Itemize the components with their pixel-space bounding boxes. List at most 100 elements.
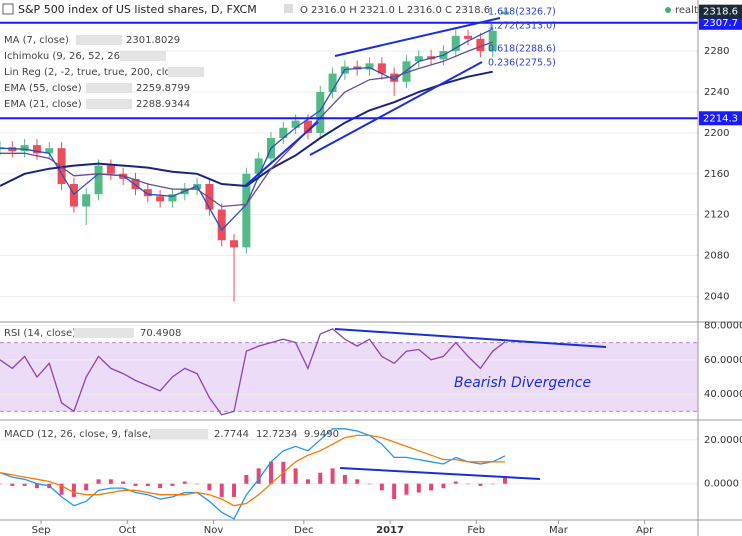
histogram-bar [293, 468, 298, 484]
histogram-bar [71, 483, 76, 497]
candle-body [451, 35, 460, 52]
y-tick-label: 80.0000 [704, 320, 742, 331]
fib-label: 1.618(2326.7) [488, 7, 556, 18]
y-tick-label: 60.0000 [704, 355, 742, 366]
macd-legend: MACD (12, 26, close, 9, false, true) 2.7… [4, 429, 339, 440]
candle-body [94, 165, 103, 195]
legend-label: EMA (55, close) [4, 83, 82, 94]
rsi-legend: RSI (14, close) 70.4908 Bearish Divergen… [4, 328, 591, 391]
price-legend: S&P 500 index of US listed shares, D, FX… [2, 3, 717, 110]
trend-line [339, 467, 541, 480]
histogram-bar [256, 468, 261, 484]
candle-body [143, 189, 152, 197]
candle-body [476, 38, 485, 52]
legend-value: 2.7744 [214, 429, 249, 440]
histogram-bar [0, 483, 2, 485]
y-tick-label: 2240 [704, 87, 729, 98]
histogram-bar [392, 483, 397, 500]
candle-body [254, 158, 263, 174]
histogram-bar [416, 483, 421, 493]
candle-body [106, 165, 115, 174]
y-tick-label: 40.0000 [704, 389, 742, 400]
y-tick-label: 2280 [704, 46, 729, 57]
candle-body [328, 73, 337, 92]
y-tick-label: 2040 [704, 291, 729, 302]
histogram-bar [268, 461, 273, 484]
y-tick-label: 0.0000 [704, 479, 739, 490]
last-price-label: 2318.6 [703, 7, 738, 18]
histogram-bar [34, 483, 39, 489]
candle-body [402, 61, 411, 82]
y-tick-label: 2120 [704, 210, 729, 221]
candle-body [156, 196, 165, 202]
candle-body [279, 127, 288, 138]
histogram-bar [330, 468, 335, 484]
candle-body [20, 145, 29, 152]
histogram-bar [96, 479, 101, 484]
candle-body [365, 63, 374, 70]
x-tick-label: Feb [467, 525, 485, 536]
band-fill [0, 342, 698, 412]
y-tick-label: 2200 [704, 128, 729, 139]
legend-label: Ichimoku (9, 26, 52, 26) [4, 51, 124, 62]
candle-body [32, 145, 41, 154]
histogram-bar [170, 483, 175, 486]
last-price-box [699, 4, 742, 19]
histogram-bar [355, 479, 360, 484]
candle-body [82, 194, 91, 207]
legend-value: 70.4908 [140, 328, 181, 339]
candle-body [205, 184, 214, 210]
candle-body [131, 178, 140, 190]
legend-label: MACD (12, 26, close, 9, false, true) [4, 429, 179, 440]
candle-body [45, 148, 54, 154]
legend-value: 12.7234 [256, 429, 297, 440]
candle-body [291, 120, 300, 128]
x-tick-label: Nov [204, 525, 224, 536]
candle-body [316, 92, 325, 133]
candle-body [168, 194, 177, 202]
price-label-box [699, 15, 742, 30]
candle-body [390, 73, 399, 82]
x-tick-label: Sep [32, 525, 51, 536]
histogram-bar [219, 483, 224, 497]
candle-body [230, 240, 239, 248]
histogram-bar [108, 479, 113, 484]
trend-lines [244, 17, 607, 480]
histogram-bar [207, 483, 212, 491]
legend-label: RSI (14, close) [4, 328, 76, 339]
histogram-bar [244, 474, 249, 484]
legend-label: EMA (21, close) [4, 99, 82, 110]
histogram-bar [478, 483, 483, 486]
histogram-bar [121, 481, 126, 484]
y-tick-label: 2080 [704, 251, 729, 262]
candle-body [377, 63, 386, 74]
histogram-bar [429, 483, 434, 491]
histogram-bar [232, 483, 237, 497]
histogram-bar [59, 483, 64, 495]
price-label: 2214.3 [703, 113, 738, 124]
legend-value: 9.9490 [304, 429, 339, 440]
histogram-bar [503, 477, 508, 484]
histogram-bar [145, 483, 150, 486]
macd-line [0, 428, 506, 520]
icon [150, 429, 208, 439]
histogram-bar [158, 483, 163, 489]
x-tick-label: Apr [636, 525, 654, 536]
trend-line [309, 61, 483, 156]
candle-body [414, 56, 423, 62]
legend-value: 2288.9344 [136, 99, 190, 110]
candle-body [69, 184, 78, 207]
histogram-bar [466, 483, 471, 485]
chart-title: S&P 500 index of US listed shares, D, FX… [18, 3, 257, 16]
indicator-line [0, 41, 493, 208]
legend-label: MA (7, close) [4, 35, 69, 46]
histogram-bar [453, 481, 458, 484]
x-tick-label: Mar [549, 525, 569, 536]
histogram-bar [379, 483, 384, 491]
fib-label: 0.618(2288.6) [488, 44, 556, 55]
icon [86, 99, 132, 109]
icon [120, 51, 166, 61]
status: realtime [675, 5, 717, 16]
histogram-bar [182, 481, 187, 484]
